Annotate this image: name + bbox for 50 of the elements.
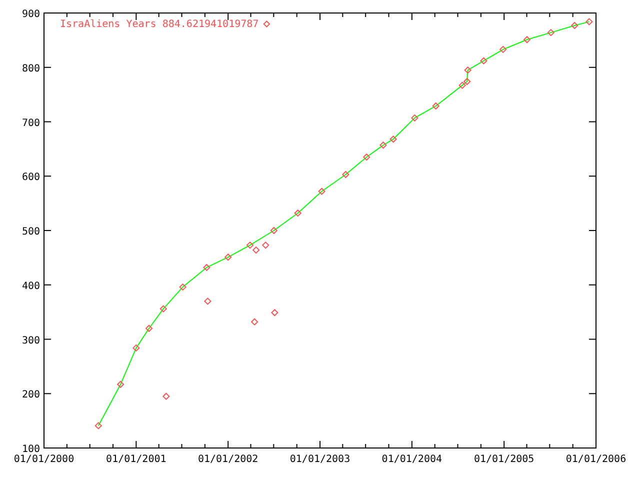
point [146,324,153,332]
point [203,264,210,271]
point [160,305,167,312]
point [246,242,254,249]
x-tick-label: 01/01/2002 [198,454,258,465]
point [464,66,472,74]
point [132,344,140,352]
y-tick-label: 700 [22,118,40,129]
x-tick-label: 01/01/2004 [382,454,442,465]
y-tick-label: 900 [22,9,40,20]
point [294,210,302,217]
point [94,422,102,430]
y-tick-label: 200 [22,390,40,401]
point [162,392,170,400]
point [390,136,397,143]
x-tick-label: 01/01/2001 [106,454,166,465]
point [252,246,260,254]
point [432,102,440,110]
point [380,142,387,149]
y-tick-label: 100 [22,444,40,455]
point [586,18,593,26]
point [224,254,232,261]
point [342,170,350,178]
point [271,309,278,316]
legend-label: IsraAliens Years 884.621941019787 [60,19,259,30]
y-tick-label: 500 [22,226,40,238]
point [480,57,488,64]
point [458,82,466,89]
y-tick-label: 600 [22,172,40,184]
x-tick-label: 01/01/2003 [290,454,350,465]
point [204,298,212,305]
x-tick-label: 01/01/2000 [14,454,74,465]
y-tick-label: 400 [22,280,40,292]
point [318,188,326,195]
point [179,284,186,291]
point [571,22,578,30]
point [547,29,554,36]
point [411,114,418,122]
point [464,78,471,86]
x-tick-label: 01/01/2005 [474,454,534,465]
y-tick-label: 300 [22,335,40,346]
y-tick-label: 800 [22,63,40,74]
x-tick-label: 01/01/2006 [566,454,626,465]
point [363,154,370,161]
point [270,227,278,234]
point [524,36,530,44]
point [117,380,124,388]
point [262,242,270,249]
point [500,46,507,53]
point [251,318,258,326]
